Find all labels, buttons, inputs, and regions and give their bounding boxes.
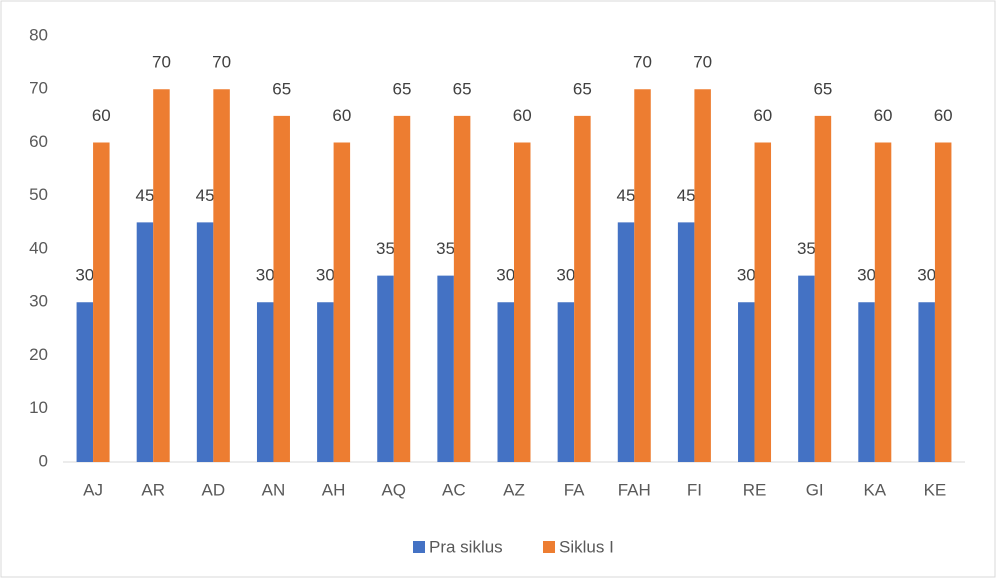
data-label: 30 xyxy=(737,266,756,285)
y-tick-label: 10 xyxy=(29,398,48,417)
data-label: 70 xyxy=(693,53,712,72)
bar xyxy=(874,142,892,462)
data-label: 35 xyxy=(376,239,395,258)
x-tick-label: AD xyxy=(202,480,226,499)
data-label: 35 xyxy=(436,239,455,258)
bar xyxy=(213,89,230,462)
bar xyxy=(677,222,695,462)
bar xyxy=(934,142,952,462)
y-tick-label: 80 xyxy=(29,25,48,44)
data-label: 65 xyxy=(272,79,291,98)
data-label: 45 xyxy=(135,186,154,205)
x-tick-label: AQ xyxy=(381,480,406,499)
x-tick-label: AH xyxy=(322,480,346,499)
data-label: 65 xyxy=(573,79,592,98)
bar xyxy=(738,302,755,462)
data-label: 45 xyxy=(196,186,215,205)
bar xyxy=(377,275,394,462)
bar xyxy=(76,302,94,462)
bar xyxy=(814,115,832,462)
data-label: 35 xyxy=(797,239,816,258)
x-tick-label: AN xyxy=(262,480,286,499)
data-label: 30 xyxy=(556,266,575,285)
x-tick-label: AR xyxy=(141,480,165,499)
x-tick-label: AC xyxy=(442,480,466,499)
x-tick-label: RE xyxy=(743,480,767,499)
y-tick-label: 0 xyxy=(39,451,48,470)
bar xyxy=(918,302,935,462)
data-label: 60 xyxy=(753,106,772,125)
x-tick-label: KA xyxy=(863,480,886,499)
bar xyxy=(858,302,875,462)
legend-swatch xyxy=(543,541,555,553)
bar xyxy=(153,89,170,462)
x-tick-label: GI xyxy=(806,480,824,499)
x-tick-label: KE xyxy=(924,480,947,499)
bar xyxy=(273,115,290,462)
data-label: 30 xyxy=(75,266,94,285)
y-tick-label: 20 xyxy=(29,345,48,364)
x-tick-label: AJ xyxy=(83,480,103,499)
y-tick-label: 50 xyxy=(29,185,48,204)
y-tick-label: 30 xyxy=(29,292,48,311)
y-tick-label: 60 xyxy=(29,132,48,151)
bar xyxy=(798,275,815,462)
y-tick-label: 40 xyxy=(29,238,48,257)
data-label: 65 xyxy=(393,79,412,98)
x-tick-label: FI xyxy=(687,480,702,499)
data-label: 30 xyxy=(857,266,876,285)
data-label: 60 xyxy=(513,106,532,125)
legend-swatch xyxy=(413,541,425,553)
x-tick-label: FAH xyxy=(618,480,651,499)
bar xyxy=(256,302,274,462)
bar xyxy=(333,142,351,462)
bar xyxy=(574,115,591,462)
data-label: 70 xyxy=(212,53,231,72)
bar xyxy=(196,222,214,462)
data-label: 65 xyxy=(453,79,472,98)
data-label: 30 xyxy=(256,266,275,285)
bar xyxy=(694,89,711,462)
x-tick-label: AZ xyxy=(503,480,525,499)
bar xyxy=(557,302,575,462)
legend-label: Pra siklus xyxy=(429,537,503,556)
bar xyxy=(453,115,471,462)
x-tick-label: FA xyxy=(564,480,585,499)
data-label: 45 xyxy=(677,186,696,205)
data-label: 30 xyxy=(496,266,515,285)
legend-label: Siklus I xyxy=(559,537,614,556)
bar xyxy=(634,89,651,462)
data-label: 60 xyxy=(934,106,953,125)
bar xyxy=(754,142,772,462)
data-label: 60 xyxy=(332,106,351,125)
bar xyxy=(136,222,154,462)
data-label: 65 xyxy=(813,79,832,98)
data-label: 70 xyxy=(152,53,171,72)
bar xyxy=(93,142,110,462)
bar xyxy=(393,115,411,462)
y-tick-label: 70 xyxy=(29,79,48,98)
bar xyxy=(317,302,334,462)
bar xyxy=(617,222,635,462)
data-label: 45 xyxy=(617,186,636,205)
data-label: 30 xyxy=(917,266,936,285)
data-label: 70 xyxy=(633,53,652,72)
bar xyxy=(497,302,514,462)
bar xyxy=(514,142,531,462)
data-label: 30 xyxy=(316,266,335,285)
data-label: 60 xyxy=(92,106,111,125)
data-label: 60 xyxy=(874,106,893,125)
bar xyxy=(437,275,454,462)
